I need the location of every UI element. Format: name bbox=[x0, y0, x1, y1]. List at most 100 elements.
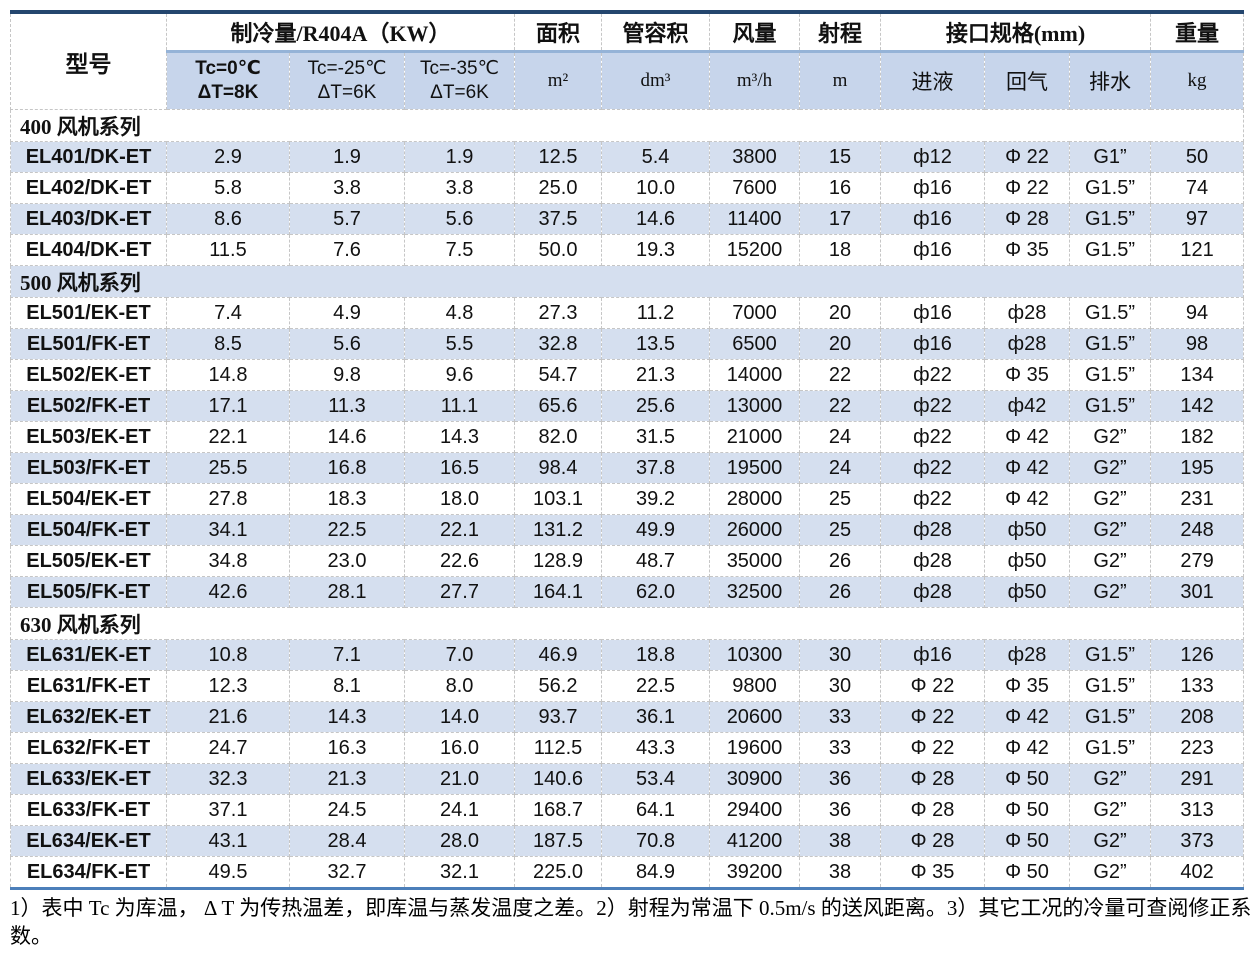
value-cell: 18.8 bbox=[601, 639, 710, 671]
value-cell: Φ 28 bbox=[984, 203, 1070, 235]
model-cell: EL403/DK-ET bbox=[10, 203, 167, 235]
table-row: EL633/EK-ET 32.3 21.3 21.0 140.6 53.4 30900 36 Φ… bbox=[10, 763, 1245, 795]
value-cell: 121 bbox=[1150, 234, 1245, 266]
value-cell: Φ 42 bbox=[984, 421, 1070, 453]
col-subheader-drain: 排水 bbox=[1068, 51, 1152, 110]
value-cell: 223 bbox=[1150, 732, 1245, 764]
value-cell: 11.1 bbox=[404, 390, 515, 422]
value-cell: 22.5 bbox=[289, 514, 405, 546]
col-subheader-weight-unit: kg bbox=[1150, 51, 1245, 110]
section-header-row: 630 风机系列 bbox=[9, 607, 1245, 640]
value-cell: 39.2 bbox=[601, 483, 710, 515]
value-cell: 14.3 bbox=[404, 421, 515, 453]
value-cell: 64.1 bbox=[601, 794, 710, 826]
value-cell: Φ 28 bbox=[880, 763, 985, 795]
value-cell: 28.1 bbox=[289, 576, 405, 608]
value-cell: ф16 bbox=[880, 172, 985, 204]
table-row: EL403/DK-ET 8.6 5.7 5.6 37.5 14.6 11400 17 ф16 Φ … bbox=[10, 203, 1245, 235]
value-cell: 24.1 bbox=[404, 794, 515, 826]
col-subheader-tc0: Tc=0℃ ΔT=8K bbox=[166, 51, 290, 110]
value-cell: 18 bbox=[799, 234, 881, 266]
value-cell: 28.0 bbox=[404, 825, 515, 857]
value-cell: 5.7 bbox=[289, 203, 405, 235]
value-cell: 8.6 bbox=[166, 203, 290, 235]
table-row: EL631/EK-ET 10.8 7.1 7.0 46.9 18.8 10300 30 ф16 ф… bbox=[10, 639, 1245, 671]
value-cell: 2.9 bbox=[166, 141, 290, 173]
value-cell: 32.7 bbox=[289, 856, 405, 889]
col-subheader-airflow-unit: m³/h bbox=[709, 51, 800, 110]
value-cell: 22.1 bbox=[404, 514, 515, 546]
col-header-model: 型号 bbox=[10, 11, 167, 110]
footnote: 1）表中 Tc 为库温， Δ T 为传热温差，即库温与蒸发温度之差。2）射程为常… bbox=[10, 896, 1252, 948]
value-cell: 7.0 bbox=[404, 639, 515, 671]
value-cell: ф28 bbox=[880, 514, 985, 546]
value-cell: ф50 bbox=[984, 514, 1070, 546]
value-cell: ф28 bbox=[880, 576, 985, 608]
value-cell: Φ 35 bbox=[984, 359, 1070, 391]
model-cell: EL401/DK-ET bbox=[10, 141, 167, 173]
value-cell: 24 bbox=[799, 421, 881, 453]
value-cell: 84.9 bbox=[601, 856, 710, 889]
value-cell: Φ 42 bbox=[984, 483, 1070, 515]
value-cell: 16.5 bbox=[404, 452, 515, 484]
value-cell: ф50 bbox=[984, 545, 1070, 577]
value-cell: G1.5” bbox=[1068, 297, 1152, 329]
table-row: EL505/FK-ET 42.6 28.1 27.7 164.1 62.0 32500 26 ф… bbox=[10, 576, 1245, 608]
section-label: 630 风机系列 bbox=[9, 607, 1245, 640]
value-cell: Φ 50 bbox=[984, 856, 1070, 889]
value-cell: 26000 bbox=[709, 514, 800, 546]
model-cell: EL634/FK-ET bbox=[10, 856, 167, 889]
tc-condition-label: Tc=-25℃ bbox=[307, 58, 387, 80]
value-cell: 23.0 bbox=[289, 545, 405, 577]
table-row: EL632/EK-ET 21.6 14.3 14.0 93.7 36.1 20600 33 Φ … bbox=[10, 701, 1245, 733]
value-cell: Φ 28 bbox=[880, 825, 985, 857]
value-cell: 16.8 bbox=[289, 452, 405, 484]
value-cell: 291 bbox=[1150, 763, 1245, 795]
value-cell: 14.8 bbox=[166, 359, 290, 391]
value-cell: Φ 22 bbox=[880, 670, 985, 702]
tc-condition-label: Tc=-35℃ bbox=[420, 58, 499, 80]
value-cell: 26 bbox=[799, 545, 881, 577]
value-cell: 17 bbox=[799, 203, 881, 235]
value-cell: 231 bbox=[1150, 483, 1245, 515]
value-cell: 7.4 bbox=[166, 297, 290, 329]
value-cell: Φ 22 bbox=[984, 141, 1070, 173]
value-cell: 7.1 bbox=[289, 639, 405, 671]
value-cell: 37.8 bbox=[601, 452, 710, 484]
value-cell: 402 bbox=[1150, 856, 1245, 889]
value-cell: 10300 bbox=[709, 639, 800, 671]
value-cell: 142 bbox=[1150, 390, 1245, 422]
value-cell: G1.5” bbox=[1068, 639, 1152, 671]
section-label: 500 风机系列 bbox=[9, 265, 1245, 298]
value-cell: 5.4 bbox=[601, 141, 710, 173]
value-cell: Φ 50 bbox=[984, 763, 1070, 795]
value-cell: 42.6 bbox=[166, 576, 290, 608]
value-cell: 25 bbox=[799, 483, 881, 515]
value-cell: G2” bbox=[1068, 421, 1152, 453]
model-cell: EL632/EK-ET bbox=[10, 701, 167, 733]
value-cell: 27.7 bbox=[404, 576, 515, 608]
value-cell: 10.0 bbox=[601, 172, 710, 204]
value-cell: Φ 22 bbox=[984, 172, 1070, 204]
value-cell: 14.6 bbox=[601, 203, 710, 235]
value-cell: 14.6 bbox=[289, 421, 405, 453]
value-cell: 164.1 bbox=[514, 576, 602, 608]
value-cell: 19.3 bbox=[601, 234, 710, 266]
value-cell: ф16 bbox=[880, 328, 985, 360]
value-cell: 14.3 bbox=[289, 701, 405, 733]
value-cell: Φ 22 bbox=[880, 732, 985, 764]
col-header-cooling-capacity: 制冷量/R404A（KW） bbox=[166, 11, 515, 53]
value-cell: 41200 bbox=[709, 825, 800, 857]
value-cell: G2” bbox=[1068, 452, 1152, 484]
value-cell: G1.5” bbox=[1068, 359, 1152, 391]
value-cell: 14000 bbox=[709, 359, 800, 391]
value-cell: 38 bbox=[799, 856, 881, 889]
value-cell: ф16 bbox=[880, 297, 985, 329]
value-cell: 8.0 bbox=[404, 670, 515, 702]
value-cell: G1.5” bbox=[1068, 670, 1152, 702]
value-cell: 182 bbox=[1150, 421, 1245, 453]
value-cell: 18.3 bbox=[289, 483, 405, 515]
table-row: EL501/EK-ET 7.4 4.9 4.8 27.3 11.2 7000 20 ф16 ф28… bbox=[10, 297, 1245, 329]
value-cell: 38 bbox=[799, 825, 881, 857]
